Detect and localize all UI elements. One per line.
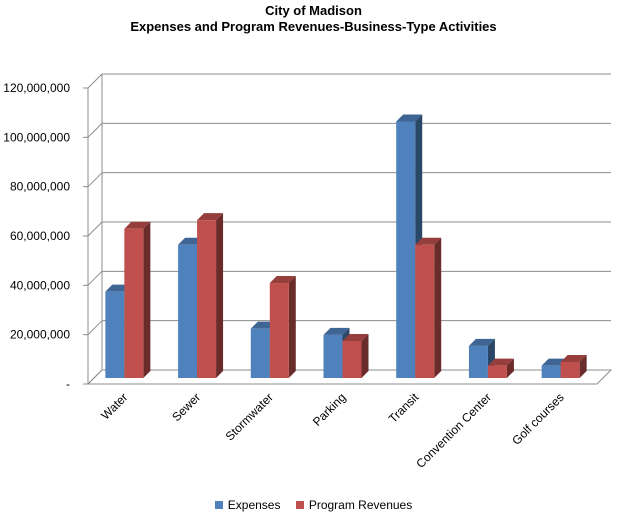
chart-legend: Expenses Program Revenues	[0, 498, 627, 512]
bar-side	[288, 276, 296, 378]
y-tick-label: 80,000,000	[10, 180, 70, 194]
bar-expenses-stormwater	[250, 328, 270, 378]
bar-side	[361, 334, 369, 378]
x-tick-label: Parking	[310, 390, 349, 429]
bar-program-revenues-transit	[415, 244, 435, 378]
y-tick-label: 40,000,000	[10, 278, 70, 292]
bar-side	[216, 213, 224, 378]
bar-program-revenues-parking	[342, 341, 362, 378]
x-tick-label: Water	[98, 390, 130, 422]
x-tick-label: Convention Center	[413, 390, 494, 471]
side-wall-line	[87, 172, 103, 188]
bar-top	[323, 327, 350, 335]
bar-top	[269, 276, 296, 284]
y-tick-label: 120,000,000	[3, 81, 70, 95]
bar-top	[415, 237, 442, 245]
legend-label-program-revenues: Program Revenues	[308, 498, 413, 512]
legend-swatch-expenses	[214, 501, 223, 509]
bar-side	[506, 358, 514, 378]
y-tick-label: 20,000,000	[10, 328, 70, 342]
x-tick-label: Golf courses	[509, 390, 567, 448]
bar-top	[197, 213, 224, 221]
bar-program-revenues-convention-center	[487, 365, 507, 378]
y-tick-label: -	[66, 377, 70, 391]
bar-program-revenues-sewer	[197, 220, 217, 378]
bar-expenses-convention-center	[468, 345, 488, 378]
bar-program-revenues-stormwater	[269, 283, 289, 378]
chart-floor	[86, 369, 613, 385]
legend-item-expenses: Expenses	[214, 498, 281, 512]
x-tick-label: Transit	[386, 390, 422, 426]
bar-expenses-sewer	[178, 244, 198, 378]
y-tick-label: 60,000,000	[10, 229, 70, 243]
bar-expenses-water	[105, 291, 125, 378]
side-wall-line	[87, 122, 103, 138]
x-tick-label: Stormwater	[223, 390, 276, 443]
bar-top	[560, 354, 587, 362]
x-tick-label: Sewer	[169, 390, 203, 424]
bar-expenses-parking	[323, 334, 343, 378]
bar-expenses-golf-courses	[541, 365, 561, 378]
bar-side	[143, 221, 151, 378]
legend-label-expenses: Expenses	[227, 498, 281, 512]
y-tick-label: 100,000,000	[3, 130, 70, 144]
bar-top	[487, 358, 514, 366]
side-wall-line	[87, 221, 103, 237]
bar-expenses-transit	[396, 121, 416, 378]
legend-item-program-revenues: Program Revenues	[295, 498, 413, 512]
legend-swatch-program-revenues	[295, 501, 304, 509]
side-wall-line	[87, 320, 103, 336]
bar-top	[124, 221, 151, 229]
bar-side	[579, 354, 587, 378]
chart-title: City of Madison	[265, 3, 362, 18]
bar-program-revenues-golf-courses	[560, 361, 580, 378]
side-wall-line	[87, 270, 103, 286]
bar-top	[396, 114, 423, 122]
bar-program-revenues-water	[124, 228, 144, 378]
side-wall-line	[87, 73, 103, 89]
bar-side	[434, 237, 442, 378]
bar-top	[468, 338, 495, 346]
chart-subtitle: Expenses and Program Revenues-Business-T…	[130, 19, 497, 34]
bar-top	[342, 334, 369, 341]
